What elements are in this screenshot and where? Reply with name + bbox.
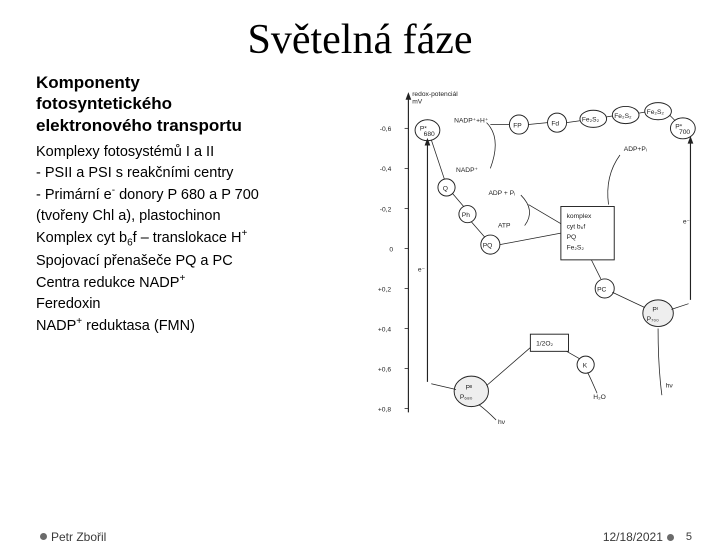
node-ph: Ph bbox=[462, 212, 470, 219]
line-6: Centra redukce NADP+ bbox=[36, 272, 366, 294]
axis-ticks: -0,6 -0,4 -0,2 0 +0,2 +0,4 +0,6 +0,8 bbox=[378, 126, 408, 413]
footer-author-text: Petr Zbořil bbox=[51, 530, 106, 544]
subtitle: Komponenty fotosyntetického elektronovéh… bbox=[36, 72, 366, 136]
node-fes-2: Fe₂S₂ bbox=[614, 113, 632, 120]
line-2b-post: donory P 680 a P 700 bbox=[115, 187, 259, 203]
tick-5: +0,4 bbox=[378, 326, 391, 333]
line-7: Feredoxin bbox=[36, 294, 366, 315]
line-6-pre: Centra redukce NADP bbox=[36, 275, 179, 291]
node-p700: P₇₀₀ bbox=[647, 316, 659, 323]
label-half-o2: 1/2O₂ bbox=[536, 341, 553, 348]
slide-title: Světelná fáze bbox=[0, 16, 720, 64]
label-e-left: e⁻ bbox=[418, 266, 426, 273]
tick-3: 0 bbox=[389, 246, 393, 253]
label-atp: ATP bbox=[498, 222, 511, 229]
line-4-pre: Komplex cyt b bbox=[36, 229, 127, 245]
label-e-right: e⁻ bbox=[683, 219, 691, 226]
node-fp: FP bbox=[513, 122, 522, 129]
node-pii: Pᴵᴵ bbox=[466, 384, 473, 391]
line-4: Komplex cyt b6f – translokace H+ bbox=[36, 227, 366, 251]
footer: Petr Zbořil 12/18/2021 5 bbox=[0, 530, 720, 544]
line-6-sup: + bbox=[179, 273, 185, 284]
subtitle-line-3: elektronového transportu bbox=[36, 116, 242, 135]
text-column: Komponenty fotosyntetického elektronovéh… bbox=[36, 72, 366, 442]
node-pq: PQ bbox=[483, 242, 493, 249]
p700-star-sub: 700 bbox=[679, 129, 690, 136]
node-fd: Fd bbox=[551, 120, 559, 127]
label-hv-right: hν bbox=[666, 383, 674, 390]
bullet-icon bbox=[667, 534, 674, 541]
line-2b-pre: - Primární e bbox=[36, 187, 112, 203]
tick-0: -0,6 bbox=[380, 126, 392, 133]
line-4-mid: f – translokace H bbox=[133, 229, 242, 245]
axis-unit: mV bbox=[412, 99, 423, 106]
label-nadph: NADP⁺+H⁺ bbox=[454, 118, 489, 125]
cyt-line-1: komplex bbox=[567, 213, 592, 220]
node-fes-1: Fe₂S₂ bbox=[582, 117, 600, 124]
label-hv-left: hν bbox=[498, 419, 506, 426]
footer-slide-number: 5 bbox=[686, 531, 692, 543]
subtitle-line-1: Komponenty bbox=[36, 73, 140, 92]
cyt-line-3: PQ bbox=[567, 234, 577, 241]
node-pi: Pᴵ bbox=[652, 306, 658, 313]
node-fes-3: Fe₂S₂ bbox=[647, 109, 665, 116]
tick-2: -0,2 bbox=[380, 206, 392, 213]
node-k: K bbox=[583, 363, 588, 370]
bullet-icon bbox=[40, 533, 47, 540]
line-8-pre: NADP bbox=[36, 318, 76, 334]
cyt-line-2: cyt b₆f bbox=[567, 223, 586, 230]
line-8: NADP+ reduktasa (FMN) bbox=[36, 315, 366, 337]
label-adp: ADP + Pᵢ bbox=[488, 190, 515, 197]
axis-title: redox-potenciál bbox=[412, 91, 458, 98]
subtitle-line-2: fotosyntetického bbox=[36, 94, 172, 113]
line-2b: - Primární e- donory P 680 a P 700 bbox=[36, 184, 366, 206]
node-p680: P₆₈₀ bbox=[460, 394, 473, 401]
node-pc: PC bbox=[597, 286, 606, 293]
footer-right: 12/18/2021 5 bbox=[603, 530, 692, 544]
label-h2o: H₂O bbox=[593, 394, 606, 401]
label-nadp: NADP⁺ bbox=[456, 167, 478, 174]
line-2a: - PSII a PSI s reakčními centry bbox=[36, 163, 366, 184]
tick-6: +0,6 bbox=[378, 366, 391, 373]
footer-date: 12/18/2021 bbox=[603, 530, 663, 544]
tick-7: +0,8 bbox=[378, 406, 391, 413]
redox-diagram-svg: redox-potenciál mV -0,6 -0,4 -0,2 0 +0,2… bbox=[376, 72, 700, 442]
line-1: Komplexy fotosystémů I a II bbox=[36, 142, 366, 163]
line-4-sup: + bbox=[241, 228, 247, 239]
tick-1: -0,4 bbox=[380, 166, 392, 173]
line-3: (tvořeny Chl a), plastochinon bbox=[36, 206, 366, 227]
p680-star-sub: 680 bbox=[424, 131, 435, 138]
cyt-line-4: Fe₂S₂ bbox=[567, 244, 585, 251]
tick-4: +0,2 bbox=[378, 286, 391, 293]
body-text: Komplexy fotosystémů I a II - PSII a PSI… bbox=[36, 142, 366, 337]
line-5: Spojovací přenašeče PQ a PC bbox=[36, 251, 366, 272]
node-q: Q bbox=[443, 185, 448, 192]
line-8-post: reduktasa (FMN) bbox=[82, 318, 195, 334]
label-adp-right: ADP+Pᵢ bbox=[624, 146, 647, 153]
footer-author: Petr Zbořil bbox=[40, 530, 106, 544]
content-area: Komponenty fotosyntetického elektronovéh… bbox=[0, 64, 720, 442]
diagram: redox-potenciál mV -0,6 -0,4 -0,2 0 +0,2… bbox=[376, 72, 700, 442]
